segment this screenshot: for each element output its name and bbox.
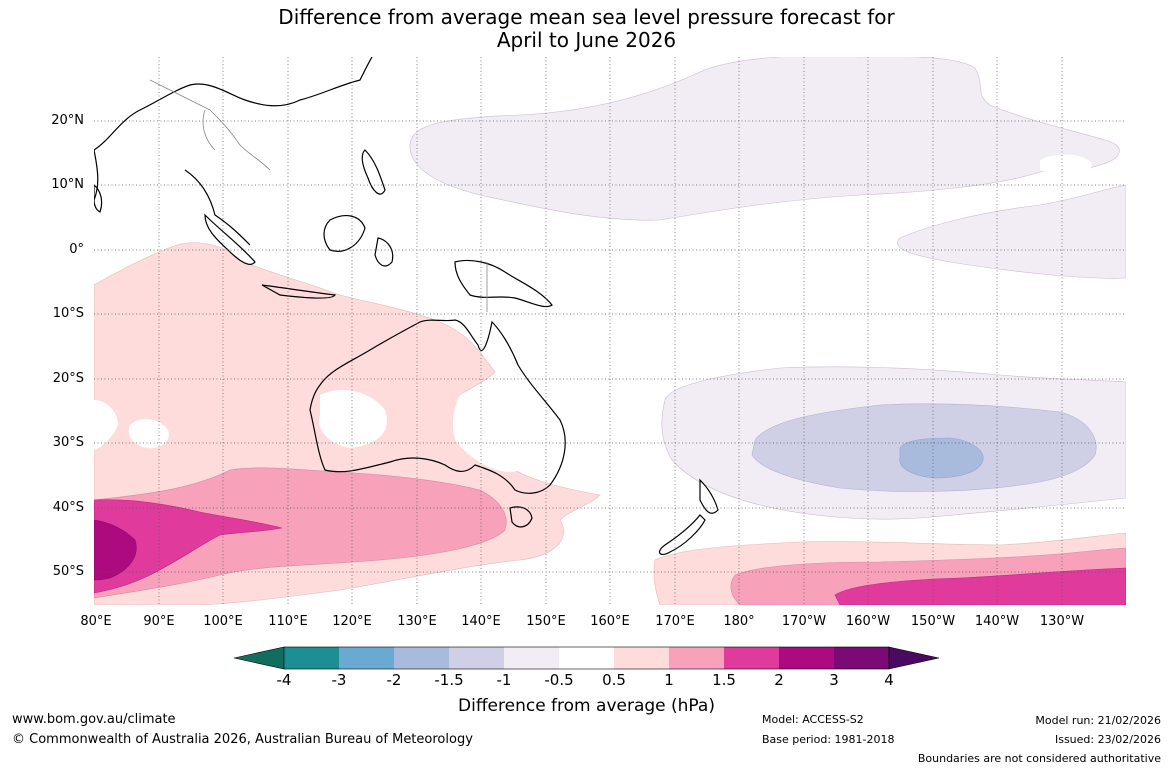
anomaly-gap-east-australia	[452, 390, 532, 472]
anomaly-area-minus-0-5-north-pacific	[409, 57, 1120, 221]
coastline-sulawesi	[374, 237, 394, 267]
colorbar-tick-minus-1-5: -1.5	[434, 671, 464, 689]
lon-label-80e: 80°E	[80, 614, 112, 629]
anomaly-gap-west-australia	[319, 390, 387, 448]
colorbar-title: Difference from average (hPa)	[458, 696, 715, 716]
lon-label-140w: 140°W	[974, 614, 1020, 629]
colorbar-tick-minus-2: -2	[386, 671, 402, 689]
lon-label-130e: 130°E	[397, 614, 437, 629]
coastline-borneo	[323, 214, 366, 252]
footer-model: Model: ACCESS-S2	[762, 713, 864, 726]
chart-title-line1: Difference from average mean sea level p…	[278, 5, 895, 29]
anomaly-area-1-5-southern-pacific	[834, 567, 1126, 605]
anomaly-area-1-0-south-indian	[94, 467, 507, 599]
lon-label-130w: 130°W	[1039, 614, 1085, 629]
anomaly-gap-southwest	[94, 400, 118, 450]
colorbar-swatch	[394, 647, 449, 669]
lon-label-160e: 160°E	[590, 614, 630, 629]
footer-copyright: © Commonwealth of Australia 2026, Austra…	[12, 732, 473, 747]
colorbar-extend-high	[888, 646, 940, 670]
lat-label-40s: 40°S	[52, 500, 84, 515]
lon-label-90e: 90°E	[143, 614, 175, 629]
coastline-java	[261, 284, 336, 299]
lat-label-20n: 20°N	[51, 113, 84, 128]
lon-label-120e: 120°E	[332, 614, 372, 629]
colorbar-swatch	[669, 647, 724, 669]
coastline-tasmania	[509, 506, 533, 528]
lon-label-160w: 160°W	[845, 614, 891, 629]
colorbar-tick-3: 3	[829, 671, 839, 689]
lat-label-30s: 30°S	[52, 435, 84, 450]
coastline-new-guinea	[454, 259, 553, 308]
lon-label-170e: 170°E	[655, 614, 695, 629]
coastline-sumatra	[204, 213, 256, 265]
anomaly-gap-indian-ocean	[128, 418, 169, 449]
colorbar-swatch	[504, 647, 559, 669]
colorbar-tick-minus-1: -1	[496, 671, 512, 689]
colorbar-tick-minus-0-5: -0.5	[544, 671, 574, 689]
lon-label-140e: 140°E	[461, 614, 501, 629]
colorbar-tick-1-5: 1.5	[712, 671, 736, 689]
anomaly-area-1-5-south-indian	[94, 499, 283, 594]
lat-label-10s: 10°S	[52, 306, 84, 321]
coastline-sri-lanka	[94, 184, 103, 213]
footer-model-run: Model run: 21/02/2026	[1035, 714, 1161, 727]
colorbar-extend-low	[233, 646, 285, 670]
colorbar-swatch	[449, 647, 504, 669]
footer-base-period: Base period: 1981-2018	[762, 733, 895, 746]
lon-label-150w: 150°W	[910, 614, 956, 629]
colorbar-tick-2: 2	[774, 671, 784, 689]
lon-label-100e: 100°E	[203, 614, 243, 629]
coastline-australia	[309, 319, 566, 494]
coastline-mainland-asia	[94, 57, 373, 246]
anomaly-area-2-0-south-indian	[94, 519, 137, 581]
anomaly-area-minus-0-5-equatorial-pacific	[897, 184, 1126, 279]
coastline-new-zealand-south	[658, 514, 706, 556]
colorbar-tick-0-5: 0.5	[602, 671, 626, 689]
lon-label-170w: 170°W	[781, 614, 827, 629]
colorbar-swatch	[724, 647, 779, 669]
graticule	[94, 57, 1126, 605]
colorbar-swatch	[339, 647, 394, 669]
footer-issued: Issued: 23/02/2026	[1054, 733, 1161, 746]
chart-title-line2: April to June 2026	[496, 28, 677, 52]
colorbar-swatch	[559, 647, 614, 669]
colorbar-tick-minus-3: -3	[331, 671, 347, 689]
colorbar-tick-1: 1	[664, 671, 674, 689]
lat-label-equator: 0°	[69, 242, 84, 257]
footer-boundaries-note: Boundaries are not considered authoritat…	[917, 752, 1161, 765]
colorbar-outline	[283, 646, 890, 670]
coastline-new-zealand-north	[699, 478, 719, 514]
lon-label-150e: 150°E	[526, 614, 566, 629]
lat-label-20s: 20°S	[52, 371, 84, 386]
colorbar-tick-4: 4	[884, 671, 894, 689]
coastlines	[94, 57, 719, 556]
colorbar-tick-minus-4: -4	[276, 671, 292, 689]
lon-label-110e: 110°E	[268, 614, 308, 629]
footer-website: www.bom.gov.au/climate	[12, 712, 176, 727]
lat-label-50s: 50°S	[52, 564, 84, 579]
lat-label-10n: 10°N	[51, 177, 84, 192]
coastline-philippines	[361, 149, 386, 195]
colorbar-swatch	[284, 647, 339, 669]
anomaly-gap-north-pacific	[1040, 154, 1092, 175]
anomaly-area-minus-1-5-south-pacific	[899, 437, 984, 479]
colorbar-swatch	[834, 647, 889, 669]
lon-label-180: 180°	[723, 614, 755, 629]
colorbar-swatch	[614, 647, 669, 669]
colorbar-swatch	[779, 647, 834, 669]
